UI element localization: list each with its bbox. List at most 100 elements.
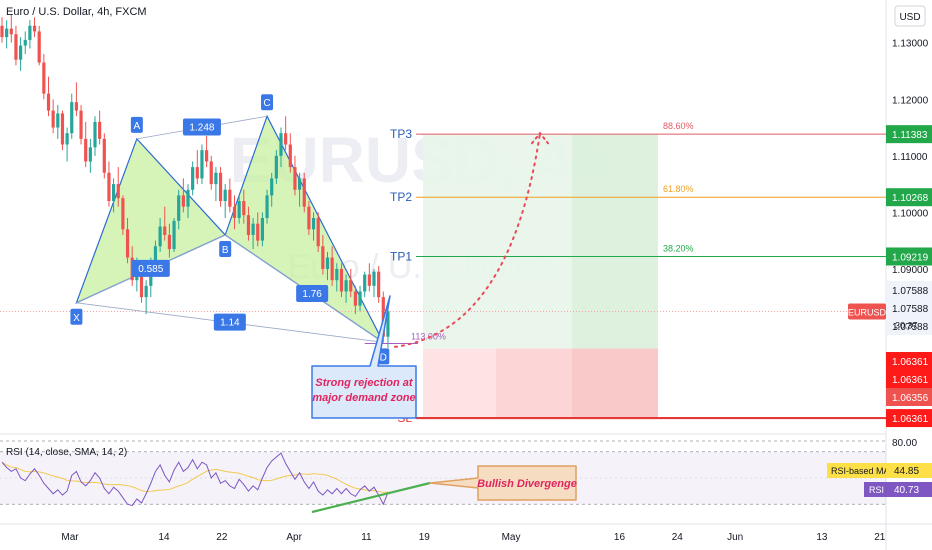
candle-body[interactable]: [42, 62, 46, 94]
candle[interactable]: [112, 178, 116, 213]
candle[interactable]: [274, 150, 278, 185]
candle-body[interactable]: [242, 201, 246, 216]
candle[interactable]: [260, 212, 264, 247]
candle-body[interactable]: [256, 223, 260, 241]
ratio-label-xac[interactable]: 1.248: [182, 118, 221, 136]
candle[interactable]: [367, 263, 371, 292]
candle-body[interactable]: [56, 113, 60, 128]
candle[interactable]: [51, 99, 55, 134]
candle[interactable]: [353, 285, 357, 315]
candle[interactable]: [177, 189, 181, 230]
candle[interactable]: [84, 121, 88, 168]
candle-body[interactable]: [279, 133, 283, 156]
candle-body[interactable]: [23, 39, 27, 46]
price-label-badge[interactable]: 1.07588: [886, 281, 932, 299]
price-label-badge[interactable]: 1.09219: [886, 247, 932, 266]
time-axis-labels[interactable]: Mar 14 22 Apr 11 19 May 16 24 Jun 13 21: [61, 532, 885, 543]
pattern-point-x[interactable]: X: [70, 308, 83, 325]
pattern-points-layer[interactable]: X A B C D 0.585 1.248 1.76 1.14: [70, 94, 390, 365]
candle[interactable]: [167, 223, 171, 258]
candle[interactable]: [246, 206, 251, 241]
candle[interactable]: [102, 133, 106, 179]
candle-body[interactable]: [186, 189, 190, 207]
candle-body[interactable]: [70, 102, 74, 134]
candle-body[interactable]: [93, 121, 97, 148]
rsi-ma-line[interactable]: [1, 461, 388, 493]
candle[interactable]: [298, 172, 302, 207]
candle-body[interactable]: [274, 155, 278, 179]
candle-body[interactable]: [321, 246, 325, 269]
pattern-point-b[interactable]: B: [219, 240, 232, 257]
candle[interactable]: [316, 212, 320, 252]
candle[interactable]: [284, 116, 288, 151]
ratio-label-xad[interactable]: 1.14: [213, 313, 246, 331]
candle[interactable]: [191, 161, 195, 196]
candle-body[interactable]: [9, 28, 13, 35]
candle[interactable]: [242, 189, 246, 224]
candle[interactable]: [330, 246, 334, 286]
candle-body[interactable]: [88, 147, 92, 162]
candle[interactable]: [363, 271, 367, 298]
candle-body[interactable]: [288, 144, 292, 168]
candle[interactable]: [335, 263, 339, 292]
candle[interactable]: [214, 167, 218, 202]
candle[interactable]: [172, 218, 176, 252]
candle[interactable]: [195, 150, 199, 185]
candle-body[interactable]: [102, 138, 106, 173]
candle-body[interactable]: [191, 167, 195, 190]
candle-body[interactable]: [335, 268, 339, 281]
ratio-label-xab[interactable]: 0.585: [131, 259, 170, 277]
candle-body[interactable]: [51, 110, 55, 128]
candle-body[interactable]: [214, 172, 218, 185]
candle-body[interactable]: [246, 215, 251, 235]
divergence-line[interactable]: [311, 481, 431, 514]
candle[interactable]: [237, 195, 241, 224]
candle-body[interactable]: [112, 184, 116, 202]
annotations-layer[interactable]: Strong rejection at major demand zone Bull…: [311, 295, 577, 501]
candle-body[interactable]: [195, 167, 199, 179]
candle-body[interactable]: [172, 220, 176, 250]
candle-body[interactable]: [344, 280, 348, 292]
candle-body[interactable]: [84, 138, 88, 162]
price-label-badge[interactable]: 1.07588: [886, 317, 932, 335]
candle-body[interactable]: [270, 178, 274, 196]
candle[interactable]: [218, 167, 223, 207]
candle[interactable]: [181, 178, 185, 213]
candle[interactable]: [70, 93, 74, 139]
ratio-label-bcd[interactable]: 1.76: [296, 285, 329, 303]
candle-body[interactable]: [293, 167, 297, 190]
candle[interactable]: [251, 218, 255, 250]
price-label-badge[interactable]: 1.06361: [886, 370, 932, 388]
candle-body[interactable]: [46, 93, 51, 111]
candle[interactable]: [79, 104, 83, 145]
candle[interactable]: [74, 82, 78, 117]
candle[interactable]: [19, 37, 23, 72]
candle[interactable]: [93, 116, 97, 156]
candle[interactable]: [14, 25, 18, 66]
callout-demand-zone[interactable]: Strong rejection at major demand zone: [311, 295, 417, 419]
candle-body[interactable]: [163, 226, 167, 235]
candle[interactable]: [386, 308, 390, 349]
candle-body[interactable]: [200, 150, 204, 179]
candle-body[interactable]: [28, 25, 32, 40]
candle[interactable]: [325, 251, 330, 281]
price-label-badge[interactable]: 1.10268: [886, 188, 932, 207]
currency-button[interactable]: USD: [894, 5, 926, 27]
candle[interactable]: [121, 195, 125, 235]
candle-body[interactable]: [251, 223, 255, 235]
candle[interactable]: [256, 212, 260, 247]
candle-body[interactable]: [177, 195, 181, 221]
price-scale-panel[interactable]: [886, 0, 932, 550]
price-label-badge[interactable]: 1.06361: [886, 409, 932, 428]
price-label-badge[interactable]: 1.07588: [886, 299, 932, 317]
candle[interactable]: [209, 155, 213, 190]
candle[interactable]: [46, 76, 51, 117]
candle-body[interactable]: [32, 25, 37, 32]
candle[interactable]: [205, 136, 209, 168]
candle-body[interactable]: [19, 45, 23, 60]
candle[interactable]: [144, 280, 148, 315]
candle-body[interactable]: [167, 234, 171, 250]
candle[interactable]: [88, 138, 92, 173]
